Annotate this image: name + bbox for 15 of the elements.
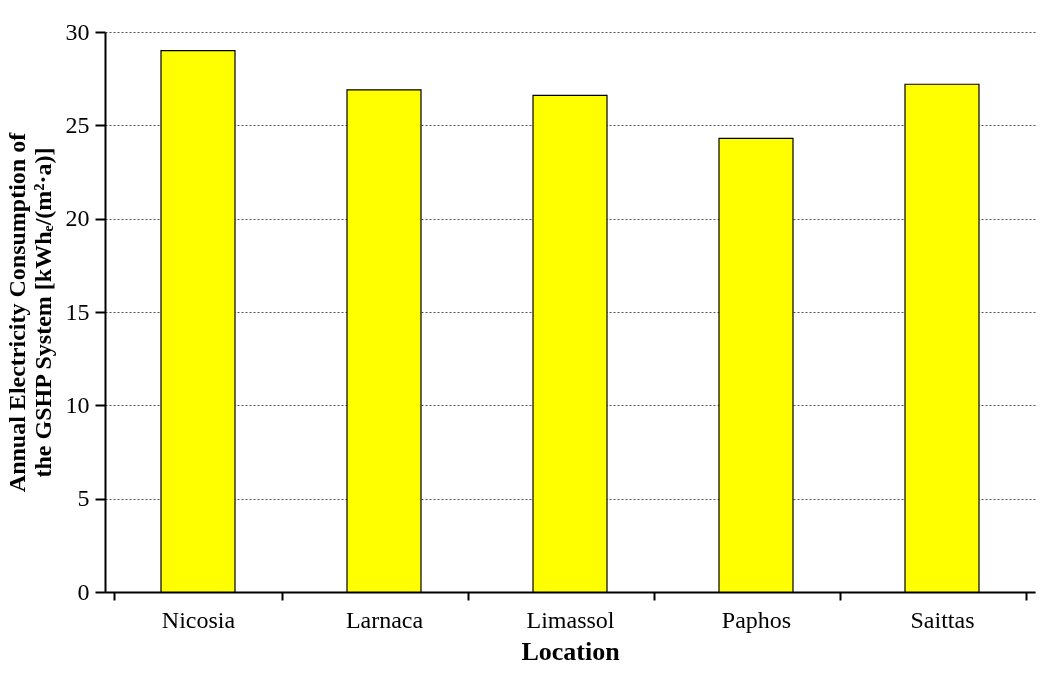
x-tick-label: Limassol	[526, 606, 615, 633]
text: the GSHP System [kWhₑ/(m²·a)]	[29, 147, 56, 478]
y-tick-label: 5	[77, 485, 90, 512]
x-tick-label: Larnaca	[345, 606, 424, 633]
x-tick-label: Saittas	[910, 606, 975, 633]
y-tick-label: 30	[65, 18, 90, 45]
y-tick-label: 10	[65, 391, 90, 418]
y-tick-label: 20	[65, 205, 90, 232]
y-tick-label: 25	[65, 111, 90, 138]
text: Annual Electricity Consumption of	[3, 132, 30, 493]
x-tick-label: Nicosia	[161, 606, 236, 633]
x-axis-title: Location	[521, 636, 621, 666]
x-tick-label: Paphos	[721, 606, 792, 633]
y-tick-label: 15	[65, 298, 90, 325]
y-tick-label: 0	[77, 578, 90, 605]
